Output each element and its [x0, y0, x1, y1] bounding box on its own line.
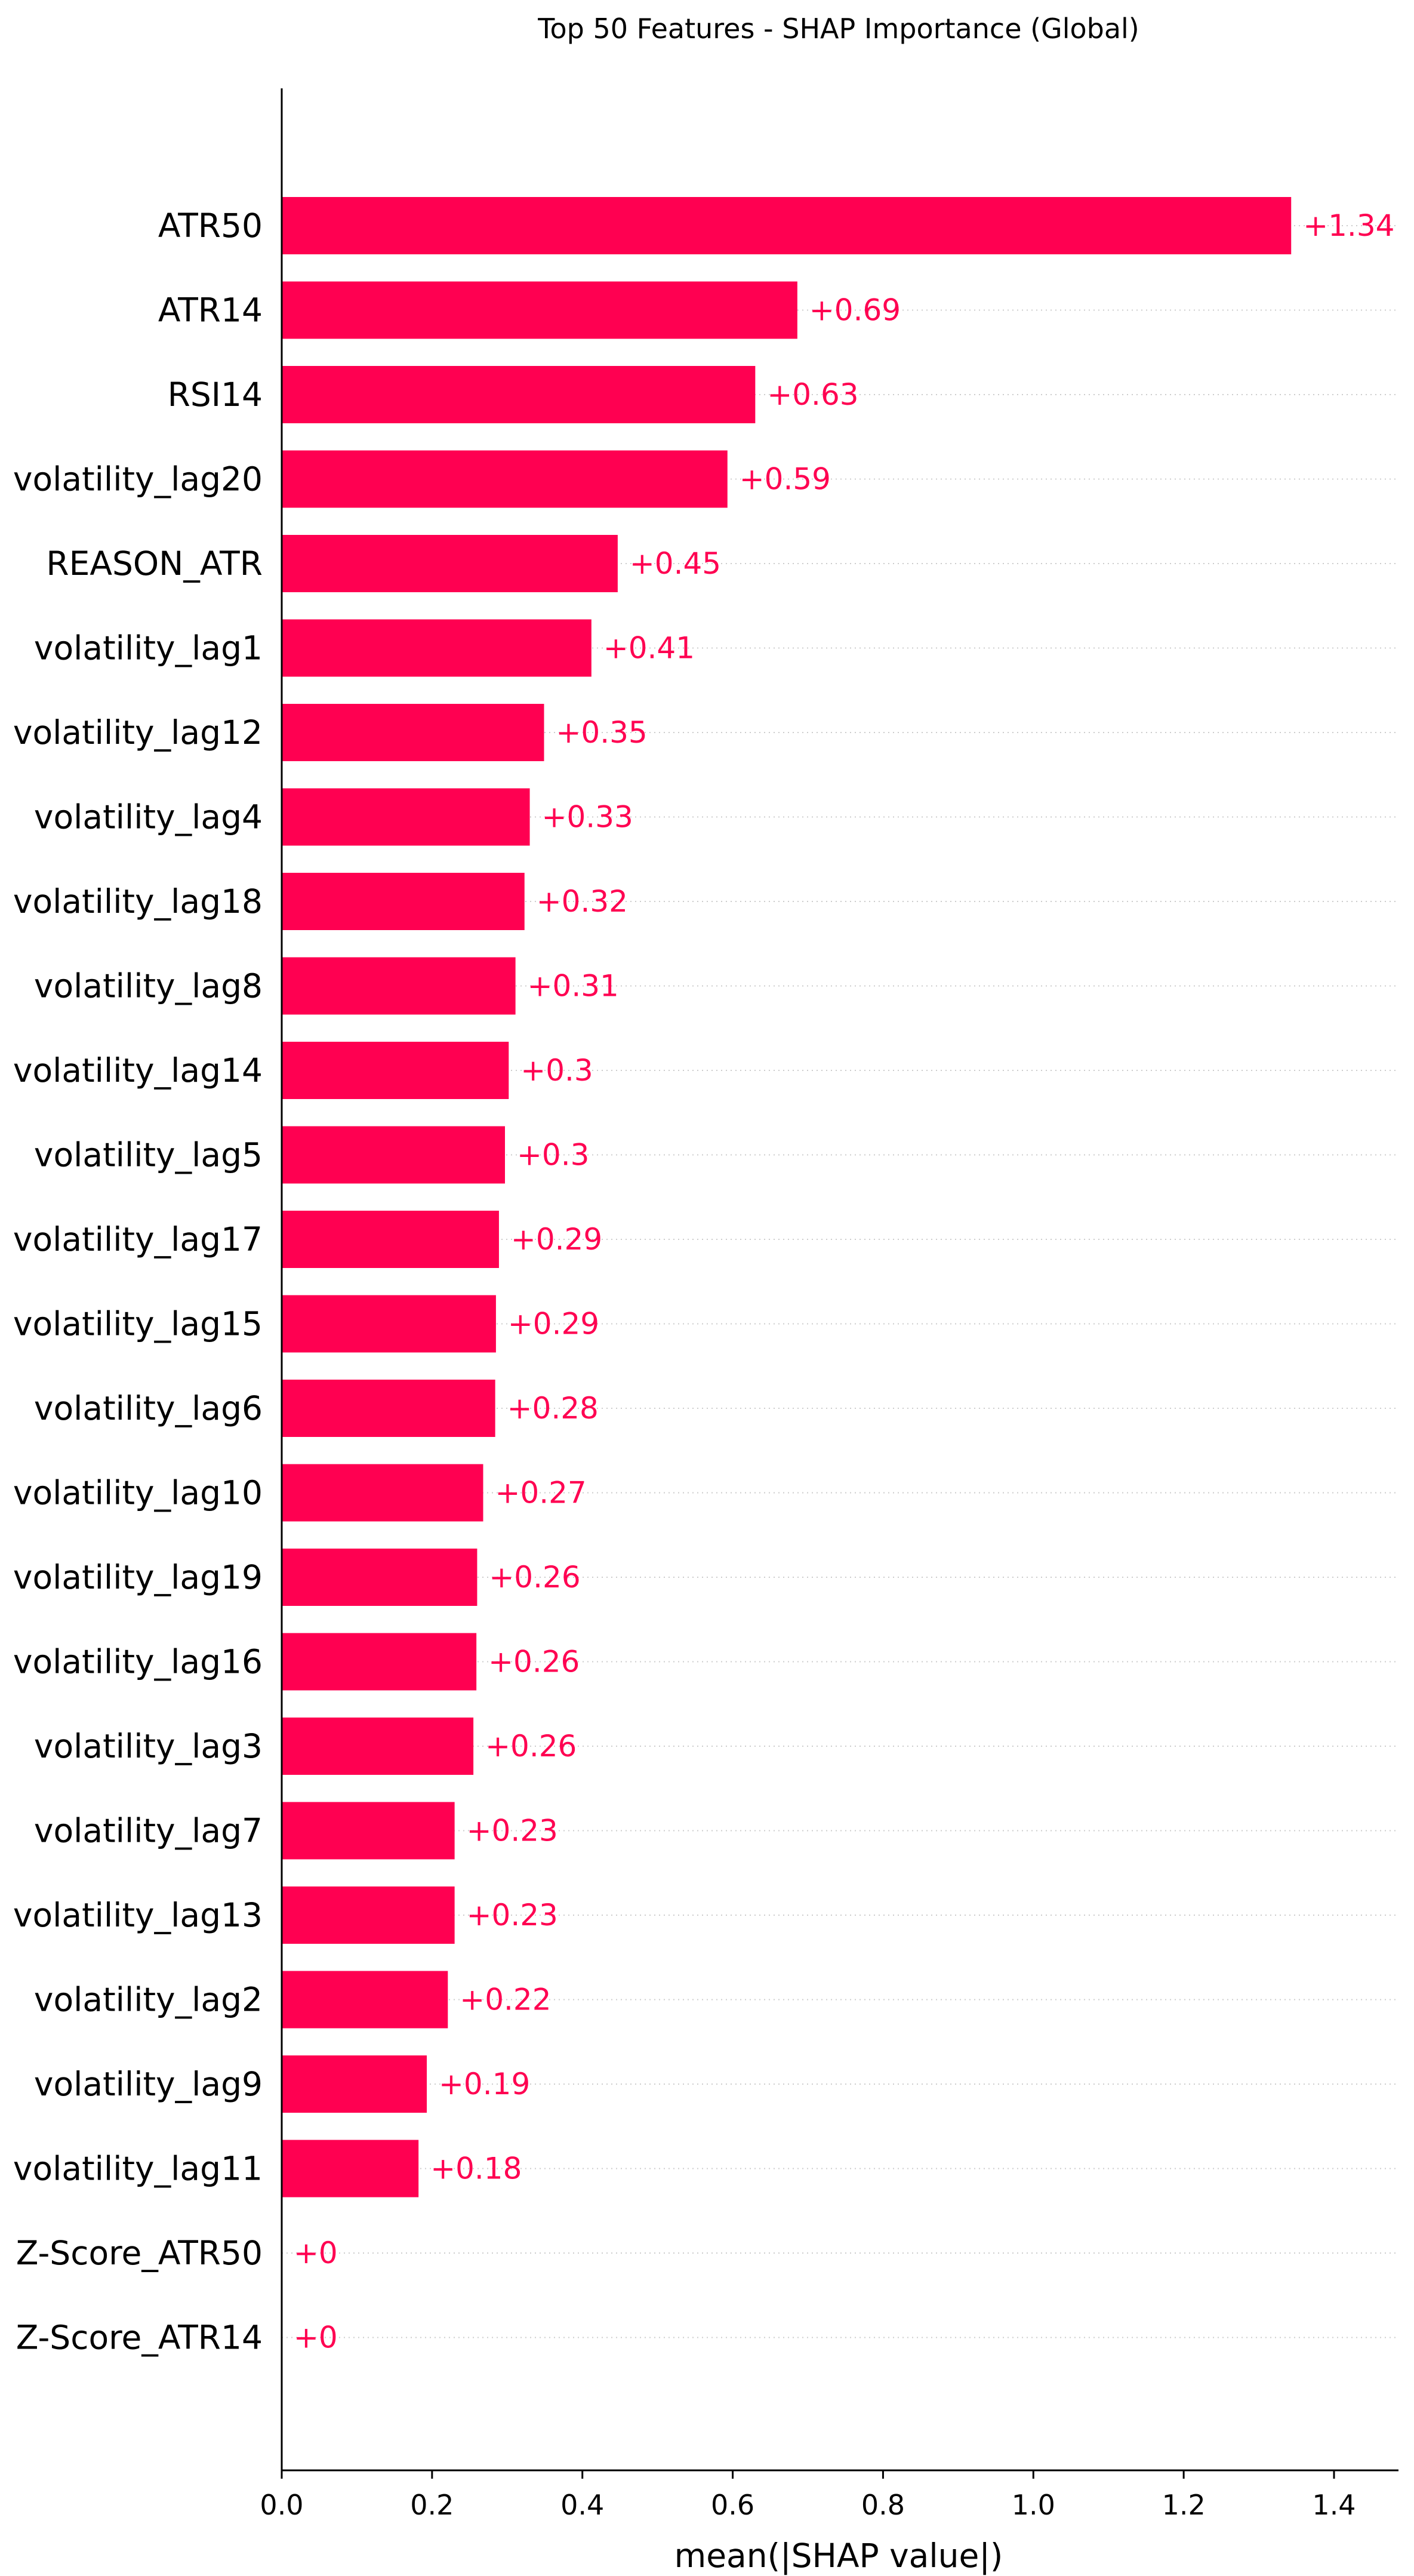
value-label: +0.22: [460, 1983, 551, 2017]
bar-volatility-lag11: [282, 2140, 419, 2198]
bar-layer: [282, 197, 1292, 2198]
bar-volatility-lag19: [282, 1549, 478, 1606]
y-tick-label: Z-Score_ATR50: [16, 2234, 263, 2272]
value-label: +0.45: [630, 546, 721, 581]
bar-volatility-lag5: [282, 1126, 506, 1184]
y-tick-label: volatility_lag11: [13, 2150, 263, 2188]
value-label: +0.27: [495, 1476, 586, 1510]
y-tick-label: Z-Score_ATR14: [16, 2319, 263, 2357]
value-label: +0.23: [467, 1814, 558, 1848]
bar-volatility-lag14: [282, 1042, 509, 1099]
x-tick-label: 1.4: [1312, 2489, 1356, 2521]
value-label: +0: [294, 2320, 338, 2355]
y-tick-label: volatility_lag16: [13, 1643, 263, 1681]
bar-volatility-lag8: [282, 957, 516, 1015]
value-label: +0.63: [767, 377, 858, 412]
value-label: +0.33: [542, 800, 633, 835]
value-label: +0.59: [740, 462, 831, 497]
y-tick-label: volatility_lag5: [34, 1136, 263, 1174]
x-tick-label: 0.8: [861, 2489, 905, 2521]
bar-volatility-lag17: [282, 1211, 499, 1268]
x-axis-label: mean(|SHAP value|): [674, 2537, 1003, 2575]
bar-volatility-lag18: [282, 873, 525, 930]
value-label: +0.29: [508, 1307, 599, 1341]
bar-reason-atr: [282, 535, 618, 592]
y-tick-label: volatility_lag7: [34, 1812, 263, 1850]
x-tick-label: 0.6: [711, 2489, 754, 2521]
value-label: +0.19: [439, 2067, 530, 2101]
y-tick-label: volatility_lag18: [13, 882, 263, 921]
y-tick-label: volatility_lag2: [34, 1981, 263, 2019]
value-label: +0.26: [488, 1645, 580, 1679]
y-tick-label: volatility_lag19: [13, 1558, 263, 1596]
x-tick-label: 0.4: [560, 2489, 604, 2521]
y-tick-label: volatility_lag17: [13, 1220, 263, 1258]
y-tick-labels: ATR50 ATR14 RSI14 volatility_lag20 REASON_AT…: [13, 207, 263, 2357]
value-label: +0.3: [517, 1138, 589, 1172]
bar-volatility-lag3: [282, 1718, 474, 1775]
value-label: +0.69: [809, 293, 901, 328]
x-ticks: 0.0 0.2 0.4 0.6 0.8 1.0 1.2 1.4: [260, 2470, 1356, 2521]
value-label: +0.31: [528, 969, 619, 1004]
value-label: +0.23: [467, 1898, 558, 1932]
bar-volatility-lag2: [282, 1971, 448, 2029]
bar-volatility-lag4: [282, 788, 530, 846]
y-tick-label: volatility_lag8: [34, 967, 263, 1005]
y-tick-label: volatility_lag1: [34, 629, 263, 667]
value-label: +0: [294, 2236, 338, 2270]
value-label: +0.3: [520, 1053, 593, 1088]
bar-volatility-lag16: [282, 1633, 477, 1691]
bar-volatility-lag6: [282, 1380, 495, 1437]
y-tick-label: RSI14: [168, 376, 263, 414]
value-label: +0.18: [430, 2152, 522, 2186]
y-tick-label: ATR14: [158, 291, 263, 330]
value-label: +0.41: [603, 631, 695, 666]
value-label: +0.26: [489, 1560, 580, 1595]
bar-volatility-lag1: [282, 619, 592, 677]
value-label: +0.35: [556, 715, 647, 750]
bar-volatility-lag13: [282, 1886, 455, 1944]
bar-volatility-lag7: [282, 1802, 455, 1860]
y-tick-label: volatility_lag15: [13, 1305, 263, 1343]
value-label: +0.29: [511, 1222, 602, 1257]
y-tick-label: volatility_lag14: [13, 1051, 263, 1090]
y-tick-label: volatility_lag12: [13, 713, 263, 752]
y-tick-label: REASON_ATR: [46, 544, 263, 583]
y-tick-label: volatility_lag4: [34, 798, 263, 836]
value-label: +0.28: [507, 1391, 599, 1426]
bar-rsi14: [282, 366, 756, 423]
y-tick-label: volatility_lag6: [34, 1389, 263, 1427]
bar-volatility-lag9: [282, 2055, 427, 2113]
value-label: +1.34: [1303, 208, 1394, 243]
y-tick-label: volatility_lag10: [13, 1474, 263, 1512]
y-tick-label: volatility_lag9: [34, 2065, 263, 2103]
value-labels: +1.34 +0.69 +0.63 +0.59 +0.45 +0.41 +0.35 +0.33…: [294, 208, 1394, 2355]
bar-atr50: [282, 197, 1292, 254]
y-tick-label: ATR50: [158, 207, 263, 245]
y-tick-label: volatility_lag13: [13, 1896, 263, 1934]
x-tick-label: 1.0: [1012, 2489, 1055, 2521]
x-tick-label: 0.2: [410, 2489, 454, 2521]
y-tick-label: volatility_lag20: [13, 460, 263, 498]
chart-title: Top 50 Features - SHAP Importance (Globa…: [537, 13, 1139, 45]
bar-atr14: [282, 281, 797, 339]
bar-volatility-lag15: [282, 1295, 496, 1353]
bar-volatility-lag12: [282, 704, 544, 761]
bar-volatility-lag10: [282, 1464, 483, 1522]
x-tick-label: 1.2: [1162, 2489, 1206, 2521]
value-label: +0.26: [485, 1729, 577, 1764]
value-label: +0.32: [537, 884, 628, 919]
y-tick-label: volatility_lag3: [34, 1727, 263, 1765]
x-tick-label: 0.0: [260, 2489, 303, 2521]
bar-volatility-lag20: [282, 450, 728, 508]
